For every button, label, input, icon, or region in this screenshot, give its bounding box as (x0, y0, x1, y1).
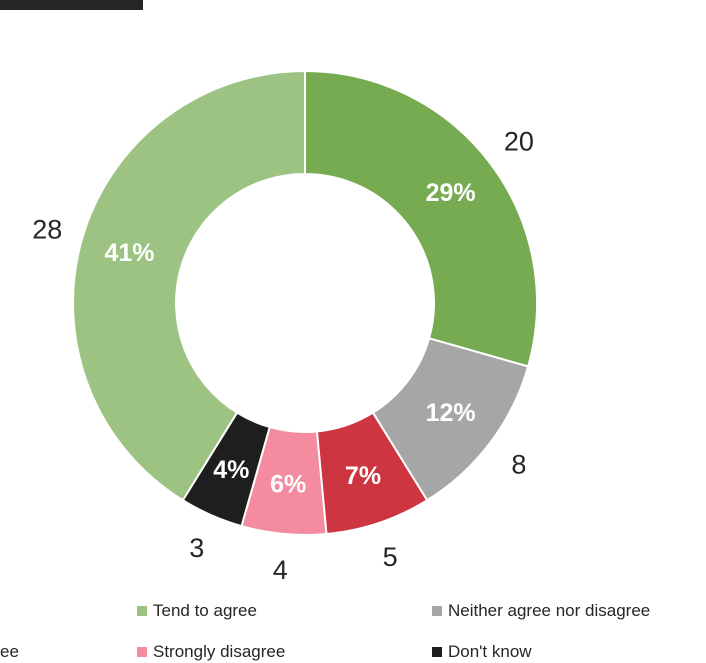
legend-label-dont-know: Don't know (448, 642, 532, 661)
title-bar-fragment (0, 0, 143, 10)
legend-swatch-tend-to-agree (137, 606, 147, 616)
legend-label-tend-to-agree: Tend to agree (153, 601, 257, 620)
value-label-strongly-agree: 20 (504, 126, 534, 156)
percent-label-tend-to-agree: 41% (104, 239, 154, 267)
value-label-tend-to-disagree: 5 (383, 542, 398, 572)
value-label-strongly-disagree: 4 (273, 555, 288, 585)
legend-item-neither: Neither agree nor disagree (432, 601, 650, 621)
slice-don-t-know (181, 411, 271, 528)
percent-label-neither-agree-nor-disagree: 12% (426, 399, 476, 427)
percent-label-strongly-agree: 29% (426, 179, 476, 207)
legend-label-cut-off: ee (0, 642, 19, 661)
legend-swatch-strongly-disagree (137, 647, 147, 657)
slice-tend-to-agree (72, 69, 306, 502)
legend-label-neither: Neither agree nor disagree (448, 601, 651, 620)
legend-label-strongly-disagree: Strongly disagree (153, 642, 286, 661)
value-label-tend-to-agree: 28 (32, 215, 62, 245)
value-label-neither-agree-nor-disagree: 8 (511, 450, 526, 480)
legend-item-strongly-disagree: Strongly disagree (137, 642, 285, 662)
legend-item-cut-off: ee (0, 642, 19, 662)
legend-swatch-dont-know (432, 647, 442, 657)
legend-swatch-neither (432, 606, 442, 616)
slice-strongly-agree (304, 69, 538, 368)
value-label-don-t-know: 3 (189, 533, 204, 563)
legend-item-dont-know: Don't know (432, 642, 532, 662)
percent-label-strongly-disagree: 6% (270, 471, 306, 499)
percent-label-don-t-know: 4% (213, 456, 249, 484)
legend-item-tend-to-agree: Tend to agree (137, 601, 257, 621)
percent-label-tend-to-disagree: 7% (345, 462, 381, 490)
